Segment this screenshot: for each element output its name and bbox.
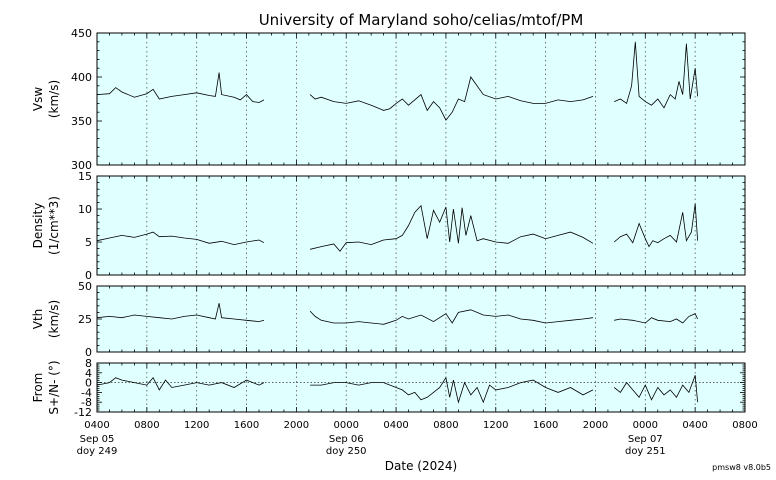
- y-axis-label: Density: [31, 203, 45, 249]
- y-axis-label-units: (km/s): [47, 80, 61, 118]
- y-tick-label: 25: [78, 313, 92, 326]
- x-doy-label: doy 250: [326, 446, 367, 457]
- x-tick-label: 1600: [533, 420, 558, 431]
- y-tick-label: -4: [81, 386, 92, 399]
- panel-density: 0 5 10 15 Density (1/cm**3): [31, 170, 746, 282]
- data-line-density: [96, 231, 265, 246]
- x-tick-label: 1200: [483, 420, 508, 431]
- y-axis-label: Vth: [31, 309, 45, 330]
- x-tick-label: 0400: [682, 420, 707, 431]
- panel-vth: 0 25 50 Vth (km/s): [31, 280, 746, 359]
- panel-frame: [96, 285, 746, 353]
- x-start-date-label: Sep 05: [80, 434, 115, 445]
- y-tick-label: 8: [85, 357, 92, 370]
- x-doy-label: doy 251: [625, 446, 666, 457]
- panel-frame: [96, 32, 746, 166]
- panel-vsw: 300 350 400 450 Vsw (km/s): [31, 27, 746, 172]
- y-axis-label: From: [31, 373, 45, 403]
- version-label: pmsw8 v8.0b5: [712, 463, 771, 472]
- y-tick-label: 300: [71, 159, 92, 172]
- data-line-density: [310, 204, 594, 252]
- panel-background: [97, 363, 745, 412]
- y-tick-label: 15: [78, 170, 92, 183]
- y-axis-label-line: Density: [31, 203, 45, 249]
- x-tick-label: 0800: [732, 420, 757, 431]
- data-line-vsw: [309, 76, 594, 121]
- x-tick-label: 1200: [184, 420, 209, 431]
- y-tick-label: 10: [78, 203, 92, 216]
- panel-frame: [96, 175, 746, 276]
- y-tick-label: 400: [71, 71, 92, 84]
- data-line-from: [96, 376, 265, 391]
- y-tick-label: 5: [85, 236, 92, 249]
- x-date-label: Sep 06: [329, 434, 364, 445]
- data-line-from: [310, 376, 594, 404]
- x-tick-label: 2000: [284, 420, 309, 431]
- y-tick-label: -12: [74, 406, 92, 419]
- data-line-vth: [96, 303, 265, 323]
- x-tick-label: 1600: [234, 420, 259, 431]
- y-axis-label-units: (1/cm**3): [47, 196, 61, 255]
- x-tick-label: 0000: [633, 420, 658, 431]
- data-line-from: [613, 375, 698, 403]
- y-axis-label-line: Vth: [31, 309, 45, 330]
- y-tick-label: -8: [81, 396, 92, 409]
- y-tick-label: 4: [85, 367, 92, 380]
- y-axis-label-line: Vsw: [31, 87, 45, 111]
- x-tick-label: 2000: [583, 420, 608, 431]
- x-tick-label: 0400: [383, 420, 408, 431]
- x-start-doy-label: doy 249: [77, 446, 118, 457]
- data-line-vsw: [614, 41, 698, 109]
- y-tick-label: 350: [71, 115, 92, 128]
- y-tick-label: 0: [85, 269, 92, 282]
- y-axis-label-units: (km/s): [47, 300, 61, 338]
- chart-title: University of Maryland soho/celias/mtof/…: [259, 11, 584, 29]
- y-tick-label: 50: [78, 280, 92, 293]
- y-tick-label: 0: [85, 346, 92, 359]
- y-axis-label: Vsw: [31, 87, 45, 111]
- data-line-vth: [309, 309, 594, 325]
- x-tick-label: 0000: [334, 420, 359, 431]
- x-axis-label: Date (2024): [385, 459, 457, 473]
- x-tick-label: 0800: [433, 420, 458, 431]
- x-tick-label: 0400: [84, 420, 109, 431]
- x-date-label: Sep 07: [628, 434, 663, 445]
- y-axis-label-units: S+/N- (°): [47, 360, 61, 414]
- panel-background: [97, 33, 745, 165]
- panel-background: [97, 286, 745, 352]
- y-axis-label-line: From: [31, 373, 45, 403]
- data-line-vth: [614, 313, 698, 324]
- data-line-density: [613, 203, 698, 248]
- panel-background: [97, 176, 745, 275]
- panel-frame: [96, 362, 746, 413]
- data-line-vsw: [96, 72, 265, 103]
- y-tick-label: 0: [85, 377, 92, 390]
- y-tick-label: 450: [71, 27, 92, 40]
- x-tick-label: 0800: [134, 420, 159, 431]
